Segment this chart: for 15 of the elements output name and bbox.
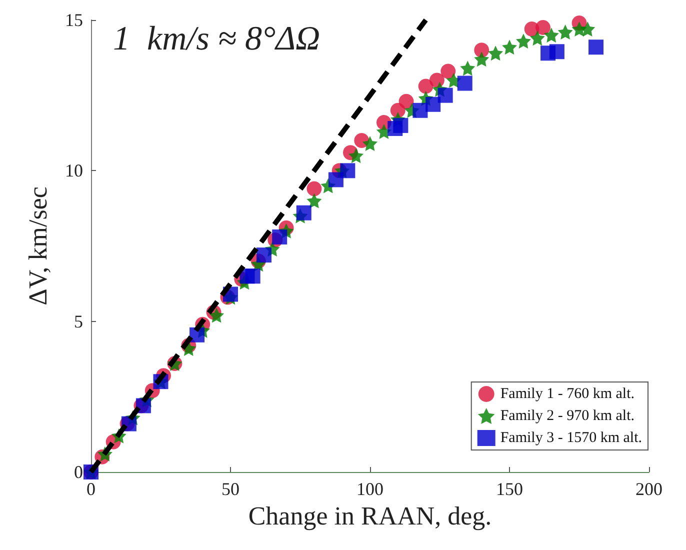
annotation: 1 km/s ≈ 8°ΔΩ xyxy=(113,20,320,58)
x-tick-label: 200 xyxy=(636,479,662,499)
x-tick-label: 150 xyxy=(496,479,523,499)
y-axis-title: ΔV, km/sec xyxy=(24,186,52,306)
legend-label: Family 2 - 970 km alt. xyxy=(500,408,635,424)
y-tick-label: 5 xyxy=(74,311,83,332)
x-tick-label: 50 xyxy=(222,479,240,499)
x-tick-label: 0 xyxy=(86,479,96,499)
y-tick-label: 15 xyxy=(65,10,83,30)
x-tick-label: 100 xyxy=(356,479,384,499)
y-tick-label: 0 xyxy=(74,462,83,482)
legend-label: Family 1 - 760 km alt. xyxy=(500,386,635,402)
legend-label: Family 3 - 1570 km alt. xyxy=(500,430,642,446)
y-tick-label: 10 xyxy=(65,160,83,181)
x-axis-title: Change in RAAN, deg. xyxy=(248,501,492,530)
